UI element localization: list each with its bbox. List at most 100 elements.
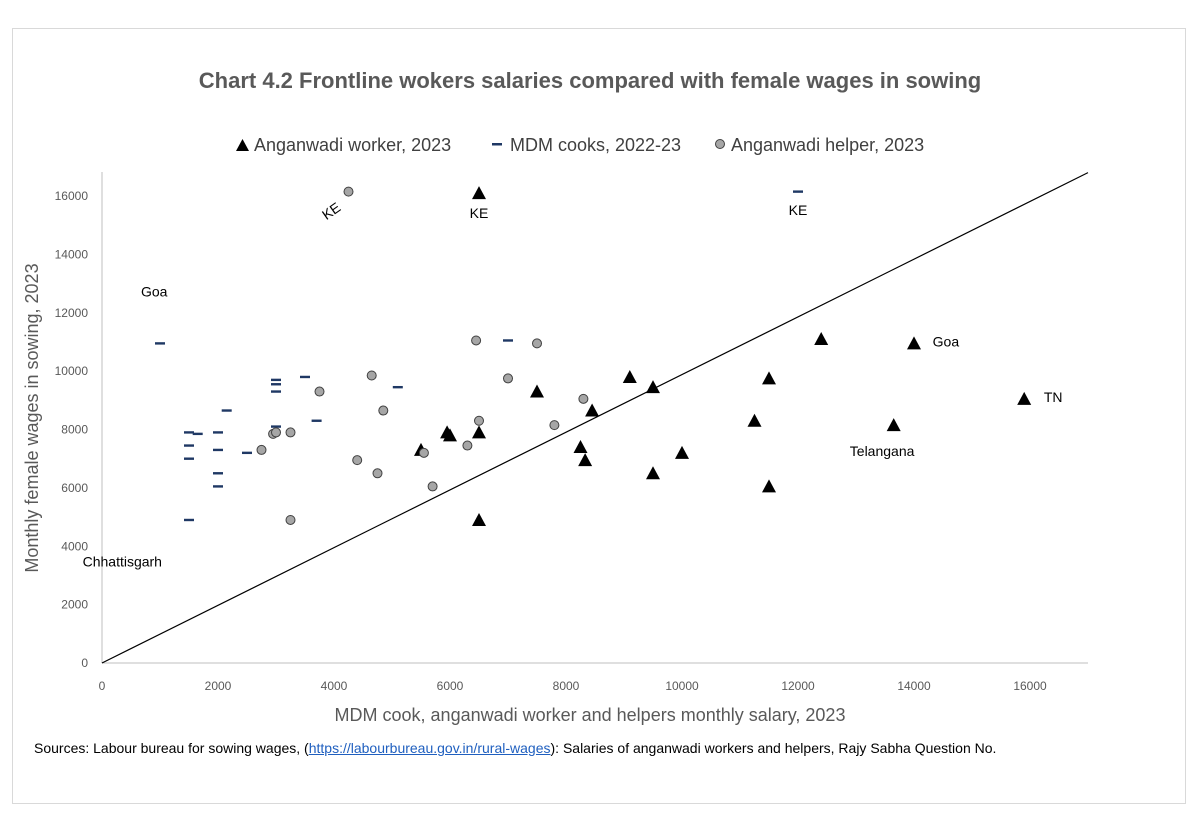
mdm-cook-point [155,342,165,345]
annotations: KE KE KE Goa Goa TN Telangana Chhattisgarh [83,199,1063,570]
anganwadi-helper-point [503,373,513,384]
annotation-label: KE [470,205,489,221]
mdm-cook-point [213,485,223,488]
y-tick-label: 16000 [55,189,89,203]
y-tick-label: 0 [81,656,88,670]
mdm-cook-point [184,457,194,460]
source-prefix: Sources: Labour bureau for sowing wages,… [34,740,309,756]
mdm-cook-point [271,383,281,386]
annotation-label: Goa [933,333,960,349]
x-tick-label: 6000 [437,679,464,693]
anganwadi-worker-point [1017,391,1032,405]
anganwadi-helper-point [285,514,296,525]
reference-line-segment [101,172,1089,664]
legend-item-mdm-cooks: MDM cooks, 2022-23 [492,135,681,155]
legend-triangle-marker [236,139,249,151]
anganwadi-worker-point [762,371,776,385]
anganwadi-worker-point [675,445,689,459]
anganwadi-helper-point [314,386,325,397]
anganwadi-helper-point [285,427,296,438]
annotation-label: Telangana [850,443,915,459]
anganwadi-helper-point [352,455,363,466]
anganwadi-worker-point [886,418,901,432]
annotation-label: Goa [141,284,168,300]
anganwadi-worker-point [472,186,486,200]
mdm-cook-point [271,378,281,382]
data-points [155,186,1032,526]
anganwadi-worker-point [762,479,776,493]
anganwadi-helper-point [549,420,560,431]
annotation-label: Chhattisgarh [83,554,162,570]
anganwadi-helper-point [343,186,354,197]
x-tick-label: 12000 [781,679,815,693]
anganwadi-helper-point [256,444,267,455]
source-link[interactable]: https://labourbureau.gov.in/rural-wages [308,740,551,756]
anganwadi-helper-point [578,393,589,404]
x-tick-label: 2000 [205,679,232,693]
anganwadi-helper-point [462,440,473,451]
x-tick-label: 14000 [897,679,931,693]
anganwadi-helper-point [474,415,484,426]
mdm-cook-point [221,409,232,412]
mdm-cook-point [300,375,310,379]
mdm-cook-point [392,385,403,389]
source-note: Sources: Labour bureau for sowing wages,… [34,740,996,756]
x-tick-label: 0 [99,679,106,693]
anganwadi-helper-point [378,405,389,416]
mdm-cook-point [271,425,281,428]
annotation-label: KE [789,202,808,218]
anganwadi-helper-point [427,481,438,492]
mdm-cook-point [242,451,252,455]
mdm-cook-point [184,444,194,447]
mdm-cook-point [271,390,281,393]
mdm-cook-point [192,432,203,436]
anganwadi-helper-point [471,335,482,346]
y-tick-label: 2000 [61,598,88,612]
anganwadi-helper-point [532,338,542,349]
anganwadi-worker-point [646,466,660,480]
anganwadi-helper-point [372,468,383,479]
chart-title: Chart 4.2 Frontline wokers salaries comp… [199,68,981,93]
anganwadi-worker-point [747,413,762,427]
mdm-cook-point [213,448,223,452]
y-tick-label: 6000 [61,481,88,495]
source-suffix: ): Salaries of anganwadi workers and hel… [550,740,997,756]
y-tick-labels: 0 2000 4000 6000 8000 10000 12000 14000 16000 [55,189,89,670]
y-tick-label: 4000 [61,539,88,553]
mdm-cook-point [503,339,513,342]
anganwadi-helper-point [366,370,377,381]
x-tick-label: 10000 [665,679,699,693]
axes: 0 2000 4000 6000 8000 10000 12000 14000 16000 0 2… [55,172,1088,693]
mdm-cook-point [793,190,803,193]
legend-dash-marker [492,143,502,146]
legend: Anganwadi worker, 2023 MDM cooks, 2022-2… [236,135,924,155]
anganwadi-worker-point [573,440,588,454]
legend-item-anganwadi-worker: Anganwadi worker, 2023 [236,135,451,155]
anganwadi-worker-point [622,369,637,383]
anganwadi-worker-point [814,332,829,346]
x-axis-label: MDM cook, anganwadi worker and helpers m… [335,705,846,725]
legend-label-mdm-cooks: MDM cooks, 2022-23 [510,135,681,155]
legend-label-anganwadi-helper: Anganwadi helper, 2023 [731,135,924,155]
annotation-label: TN [1044,389,1063,405]
x-tick-label: 8000 [553,679,580,693]
legend-item-anganwadi-helper: Anganwadi helper, 2023 [715,135,924,155]
legend-circle-marker [715,139,725,149]
anganwadi-helper-point [418,447,429,458]
anganwadi-worker-point [472,425,486,439]
y-tick-label: 8000 [61,423,88,437]
y-tick-label: 14000 [55,247,89,261]
x-tick-labels: 0 2000 4000 6000 8000 10000 12000 14000 16000 [99,679,1047,693]
anganwadi-helper-point [271,427,281,438]
anganwadi-worker-point [585,403,600,417]
y-axis-label: Monthly female wages in sowing, 2023 [22,263,42,572]
anganwadi-worker-point [472,512,486,526]
mdm-cook-point [213,431,223,434]
anganwadi-worker-point [907,336,921,350]
anganwadi-worker-point [530,384,544,398]
legend-label-anganwadi-worker: Anganwadi worker, 2023 [254,135,451,155]
anganwadi-worker-point [578,453,593,467]
x-tick-label: 4000 [321,679,348,693]
